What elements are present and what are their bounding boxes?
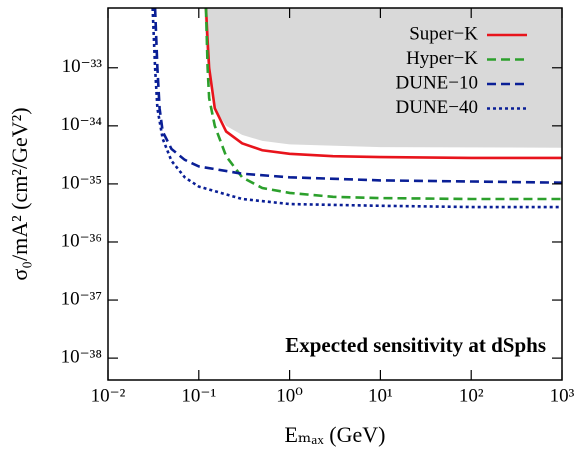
y-tick-label: 10⁻³⁵ (61, 172, 102, 193)
line-series (204, 8, 562, 160)
y-tick-label: 10⁻³³ (62, 56, 103, 77)
annotation: Expected sensitivity at dSphs (285, 333, 546, 357)
y-tick-label: 10⁻³⁴ (61, 114, 103, 135)
y-axis-label: σ₀/mA² (cm²/GeV²) (7, 107, 32, 280)
y-tick-label: 10⁻³⁸ (61, 346, 102, 367)
x-tick-label: 10² (459, 385, 484, 406)
x-tick-label: 10³ (550, 385, 575, 406)
line-series (151, 8, 562, 209)
y-tick-label: 10⁻³⁷ (61, 288, 102, 309)
legend-label: DUNE−10 (396, 72, 479, 93)
x-tick-label: 10¹ (368, 385, 393, 406)
legend-label: DUNE−40 (396, 97, 479, 118)
plot-frame (107, 7, 563, 381)
x-tick-label: 10⁰ (276, 385, 303, 406)
x-tick-label: 10⁻² (91, 385, 126, 406)
line-series (204, 8, 562, 201)
legend-label: Super−K (409, 23, 478, 44)
shaded-region (204, 8, 562, 148)
line-series (153, 8, 562, 184)
plot-area (151, 8, 562, 209)
y-tick-label: 10⁻³⁶ (61, 230, 102, 251)
x-axis-label: Eₘₐₓ (GeV) (284, 422, 385, 447)
x-tick-label: 10⁻¹ (181, 385, 216, 406)
legend-label: Hyper−K (406, 48, 478, 69)
